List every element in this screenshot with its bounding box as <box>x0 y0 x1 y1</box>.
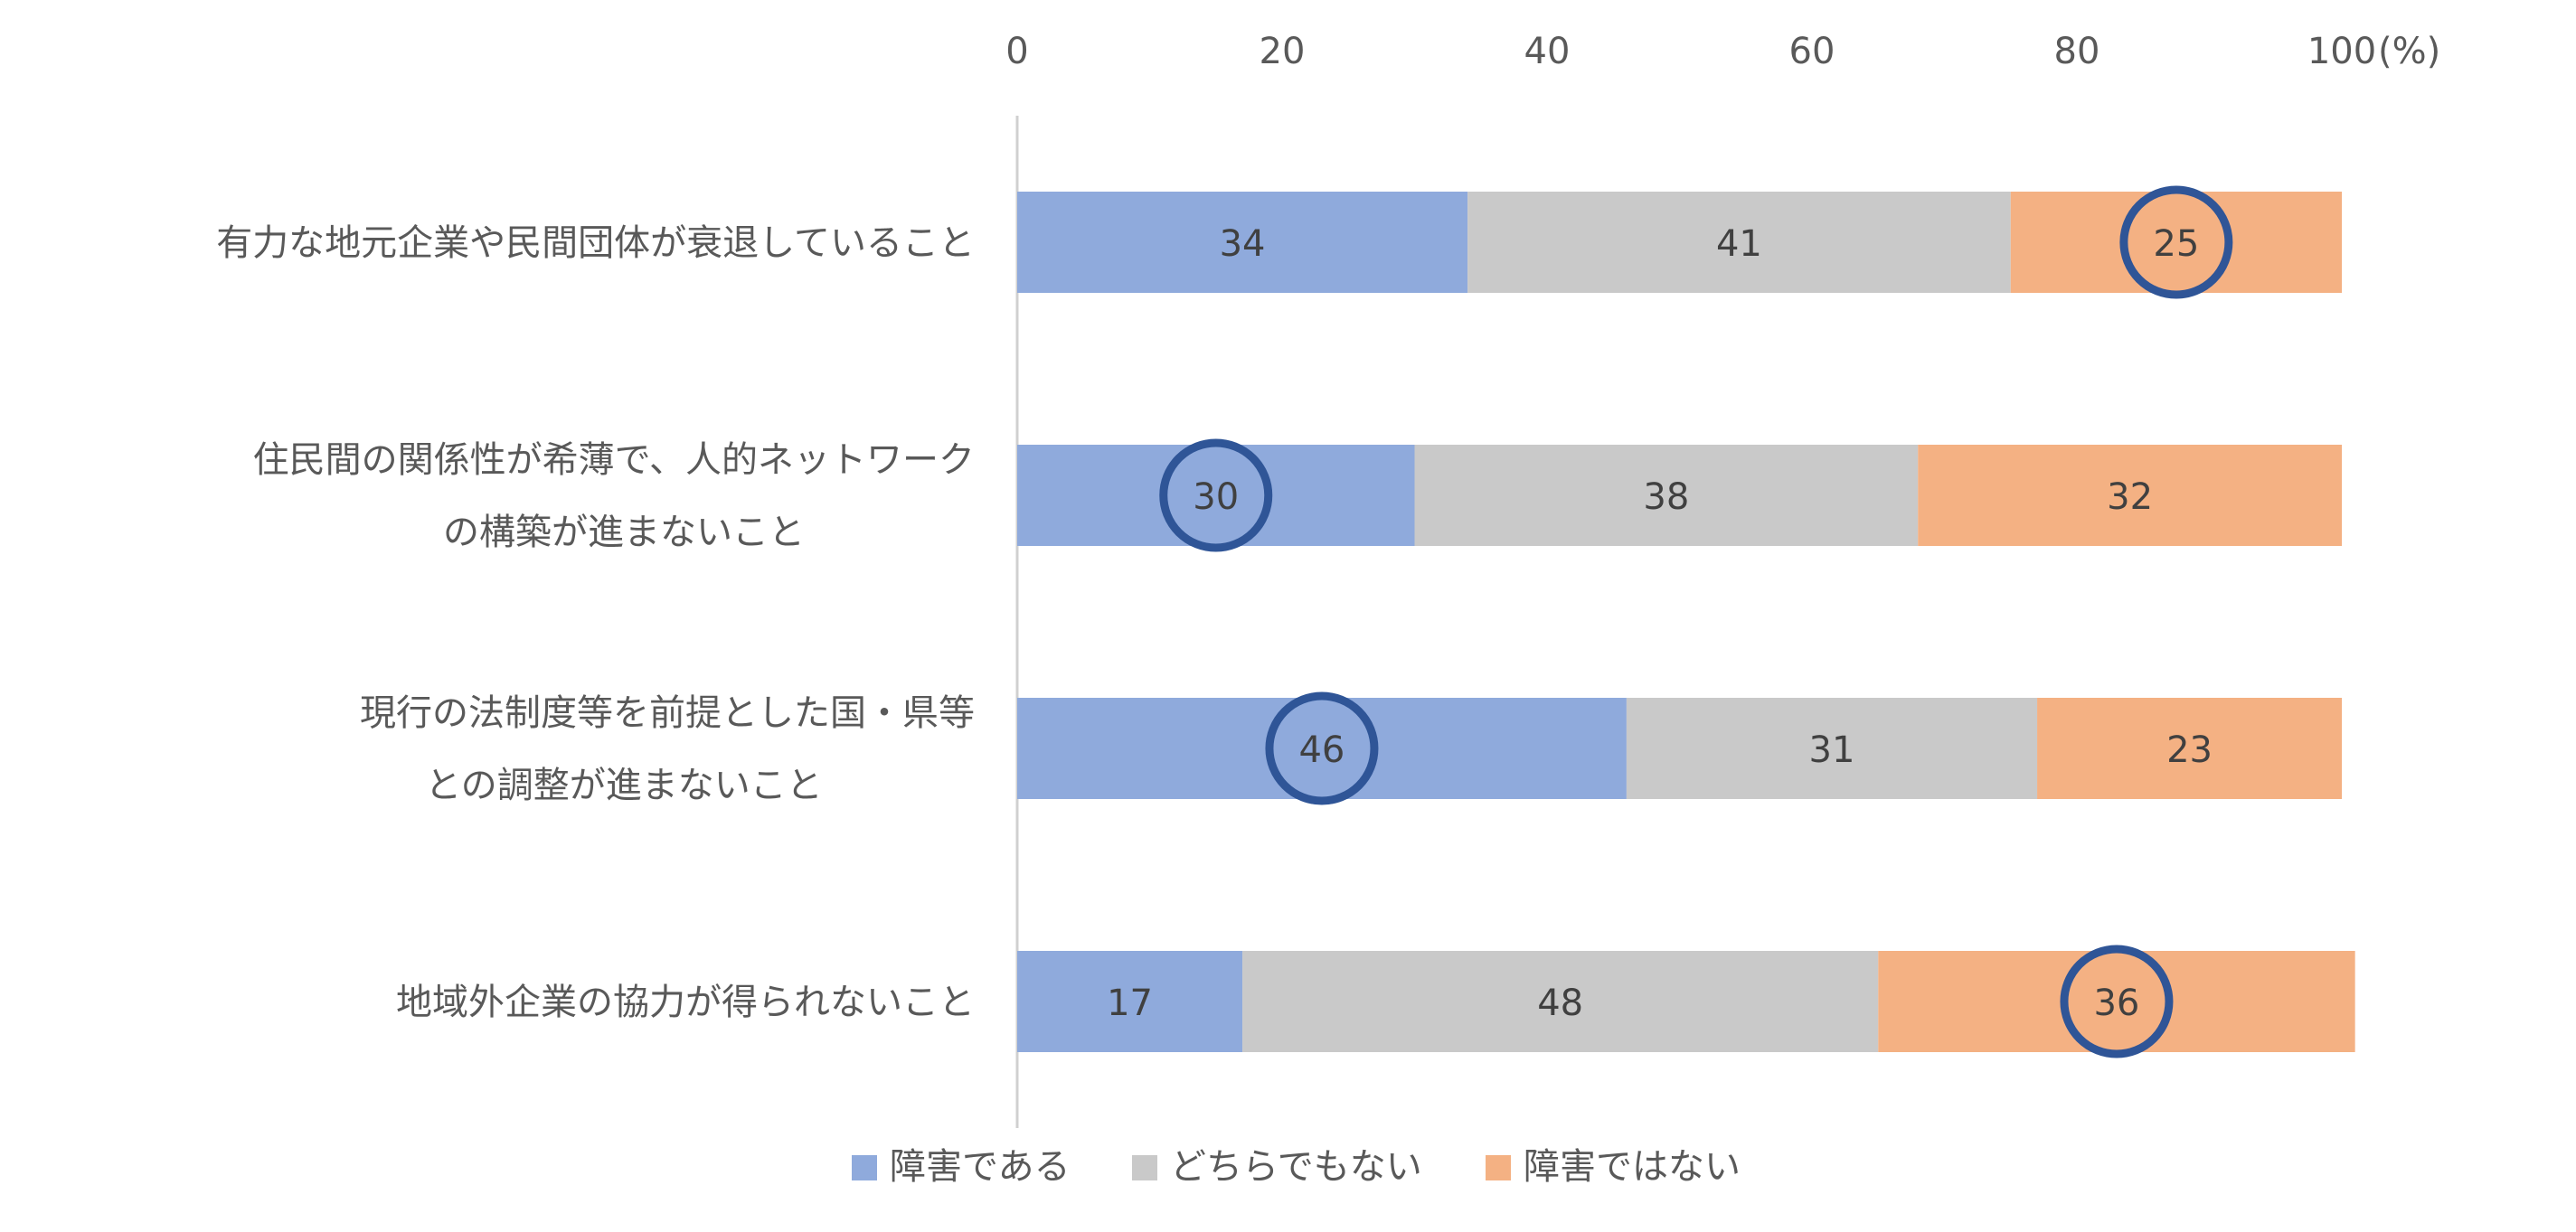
data-label: 32 <box>2107 476 2153 518</box>
data-label: 25 <box>2153 223 2199 265</box>
highlight-circle <box>1265 691 1379 805</box>
bar-segment <box>1918 445 2342 546</box>
category-label: の構築が進まないこと <box>443 512 805 553</box>
legend-label: 障害ではない <box>1524 1146 1741 1188</box>
data-label: 34 <box>1220 223 1266 265</box>
bar-segment <box>1017 192 1468 293</box>
data-label: 48 <box>1537 983 1583 1024</box>
x-axis-ticks: 0 20 40 60 80 100 (%) <box>1005 31 2440 72</box>
bar-segment <box>1017 445 1415 546</box>
x-tick-label: 40 <box>1524 31 1571 72</box>
category-label: 現行の法制度等を前提とした国・県等 <box>360 692 975 734</box>
data-label: 41 <box>1716 223 1762 265</box>
bar-segment <box>1626 698 2038 799</box>
category-label: との調整が進まないこと <box>425 765 823 806</box>
legend-swatch <box>1486 1155 1511 1180</box>
x-tick-label: 60 <box>1789 31 1835 72</box>
bars <box>1017 192 2355 1052</box>
highlight-circle <box>2119 185 2233 299</box>
bar-segment <box>2010 192 2342 293</box>
data-label: 30 <box>1193 476 1239 518</box>
bar-segment <box>1242 951 1879 1052</box>
highlight-circle <box>1159 438 1273 552</box>
bar-segment <box>1017 951 1243 1052</box>
data-label: 23 <box>2166 729 2213 771</box>
bar-segment <box>1414 445 1919 546</box>
bar-segment <box>1878 951 2355 1052</box>
legend-label: 障害である <box>890 1146 1071 1188</box>
data-label: 31 <box>1809 729 1855 771</box>
category-label: 有力な地元企業や民間団体が衰退していること <box>216 222 975 264</box>
legend-swatch <box>1132 1155 1157 1180</box>
bar-segment <box>1017 698 1627 799</box>
legend-swatch <box>852 1155 877 1180</box>
x-tick-label: 80 <box>2054 31 2100 72</box>
legend-label: どちらでもない <box>1170 1146 1422 1188</box>
unit-label: (%) <box>2378 31 2440 72</box>
x-tick-label: 100 <box>2307 31 2376 72</box>
highlight-circle <box>2060 945 2174 1058</box>
data-label: 46 <box>1298 729 1345 771</box>
x-tick-label: 20 <box>1260 31 1306 72</box>
data-label: 36 <box>2093 983 2139 1024</box>
bar-segment <box>2037 698 2342 799</box>
data-labels: 34 41 25 30 38 32 46 31 23 17 48 36 <box>1107 223 2213 1024</box>
bar-segment <box>1467 192 2011 293</box>
category-labels: 有力な地元企業や民間団体が衰退していること住民間の関係性が希薄で、人的ネットワー… <box>216 222 975 1023</box>
data-label: 38 <box>1643 476 1689 518</box>
data-label: 17 <box>1107 983 1153 1024</box>
category-label: 地域外企業の協力が得られないこと <box>396 982 975 1023</box>
highlight-circles <box>1159 185 2233 1058</box>
x-tick-label: 0 <box>1005 31 1028 72</box>
category-label: 住民間の関係性が希薄で、人的ネットワーク <box>253 439 975 481</box>
legend: 障害である どちらでもない 障害ではない <box>852 1146 1741 1188</box>
